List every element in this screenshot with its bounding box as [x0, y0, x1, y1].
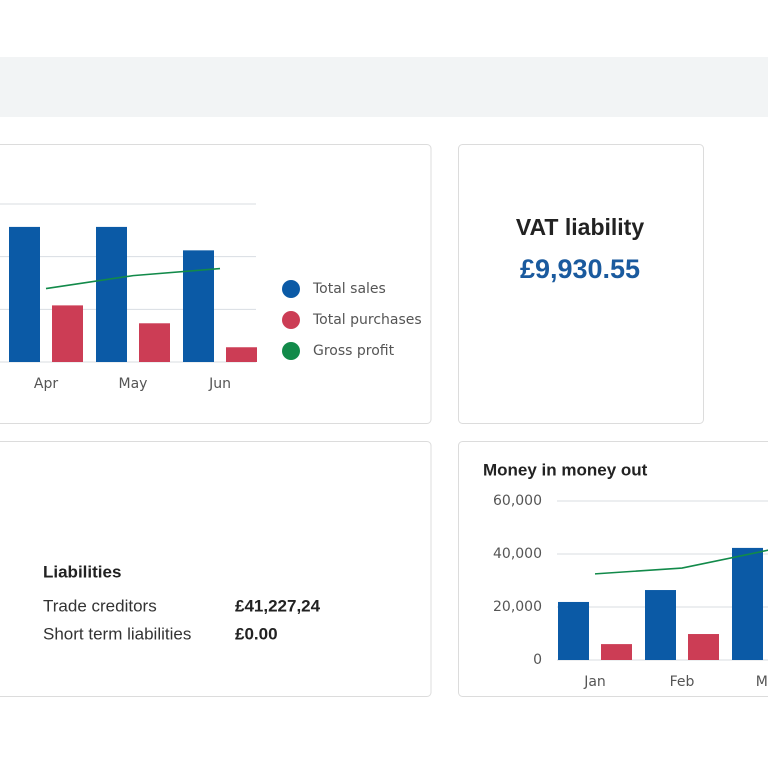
bar	[732, 547, 763, 660]
chart-title: Money in money out	[483, 460, 648, 479]
row-value: £41,227,24	[235, 596, 321, 615]
x-tick-label: Jun	[208, 376, 231, 392]
bar	[52, 305, 83, 362]
legend-label: Total sales	[312, 281, 386, 297]
bar	[226, 347, 257, 362]
x-tick-label: May	[119, 376, 148, 392]
legend-swatch	[282, 311, 300, 329]
y-tick-label: 60,000	[493, 493, 542, 509]
vat-title: VAT liability	[516, 214, 644, 240]
legend-swatch	[282, 280, 300, 298]
money-card	[458, 441, 768, 697]
bar	[139, 323, 170, 362]
bar	[558, 601, 589, 660]
liabilities-card	[0, 441, 432, 697]
x-tick-label: Apr	[34, 376, 58, 392]
row-label: Trade creditors	[43, 596, 157, 615]
legend-swatch	[282, 342, 300, 360]
legend-label: Gross profit	[313, 343, 395, 359]
vat-amount: £9,930.55	[520, 254, 640, 284]
line	[594, 549, 768, 575]
liabilities-title: Liabilities	[43, 562, 121, 581]
x-tick-label: Mar	[756, 674, 768, 690]
row-label: Short term liabilities	[43, 624, 191, 643]
y-tick-label: 20,000	[493, 599, 542, 615]
bar	[601, 644, 632, 660]
x-tick-label: Jan	[583, 674, 606, 690]
row-value: £0.00	[235, 624, 278, 643]
vat-card	[458, 144, 704, 424]
line	[45, 267, 221, 290]
y-tick-label: 40,000	[493, 546, 542, 562]
bar	[9, 226, 40, 362]
bar	[96, 226, 127, 362]
header-band	[0, 57, 768, 117]
y-tick-label: 0	[533, 652, 542, 668]
bar	[645, 590, 676, 660]
bar	[688, 634, 719, 660]
x-tick-label: Feb	[670, 674, 695, 690]
legend-label: Total purchases	[312, 312, 422, 328]
bar	[183, 250, 214, 362]
